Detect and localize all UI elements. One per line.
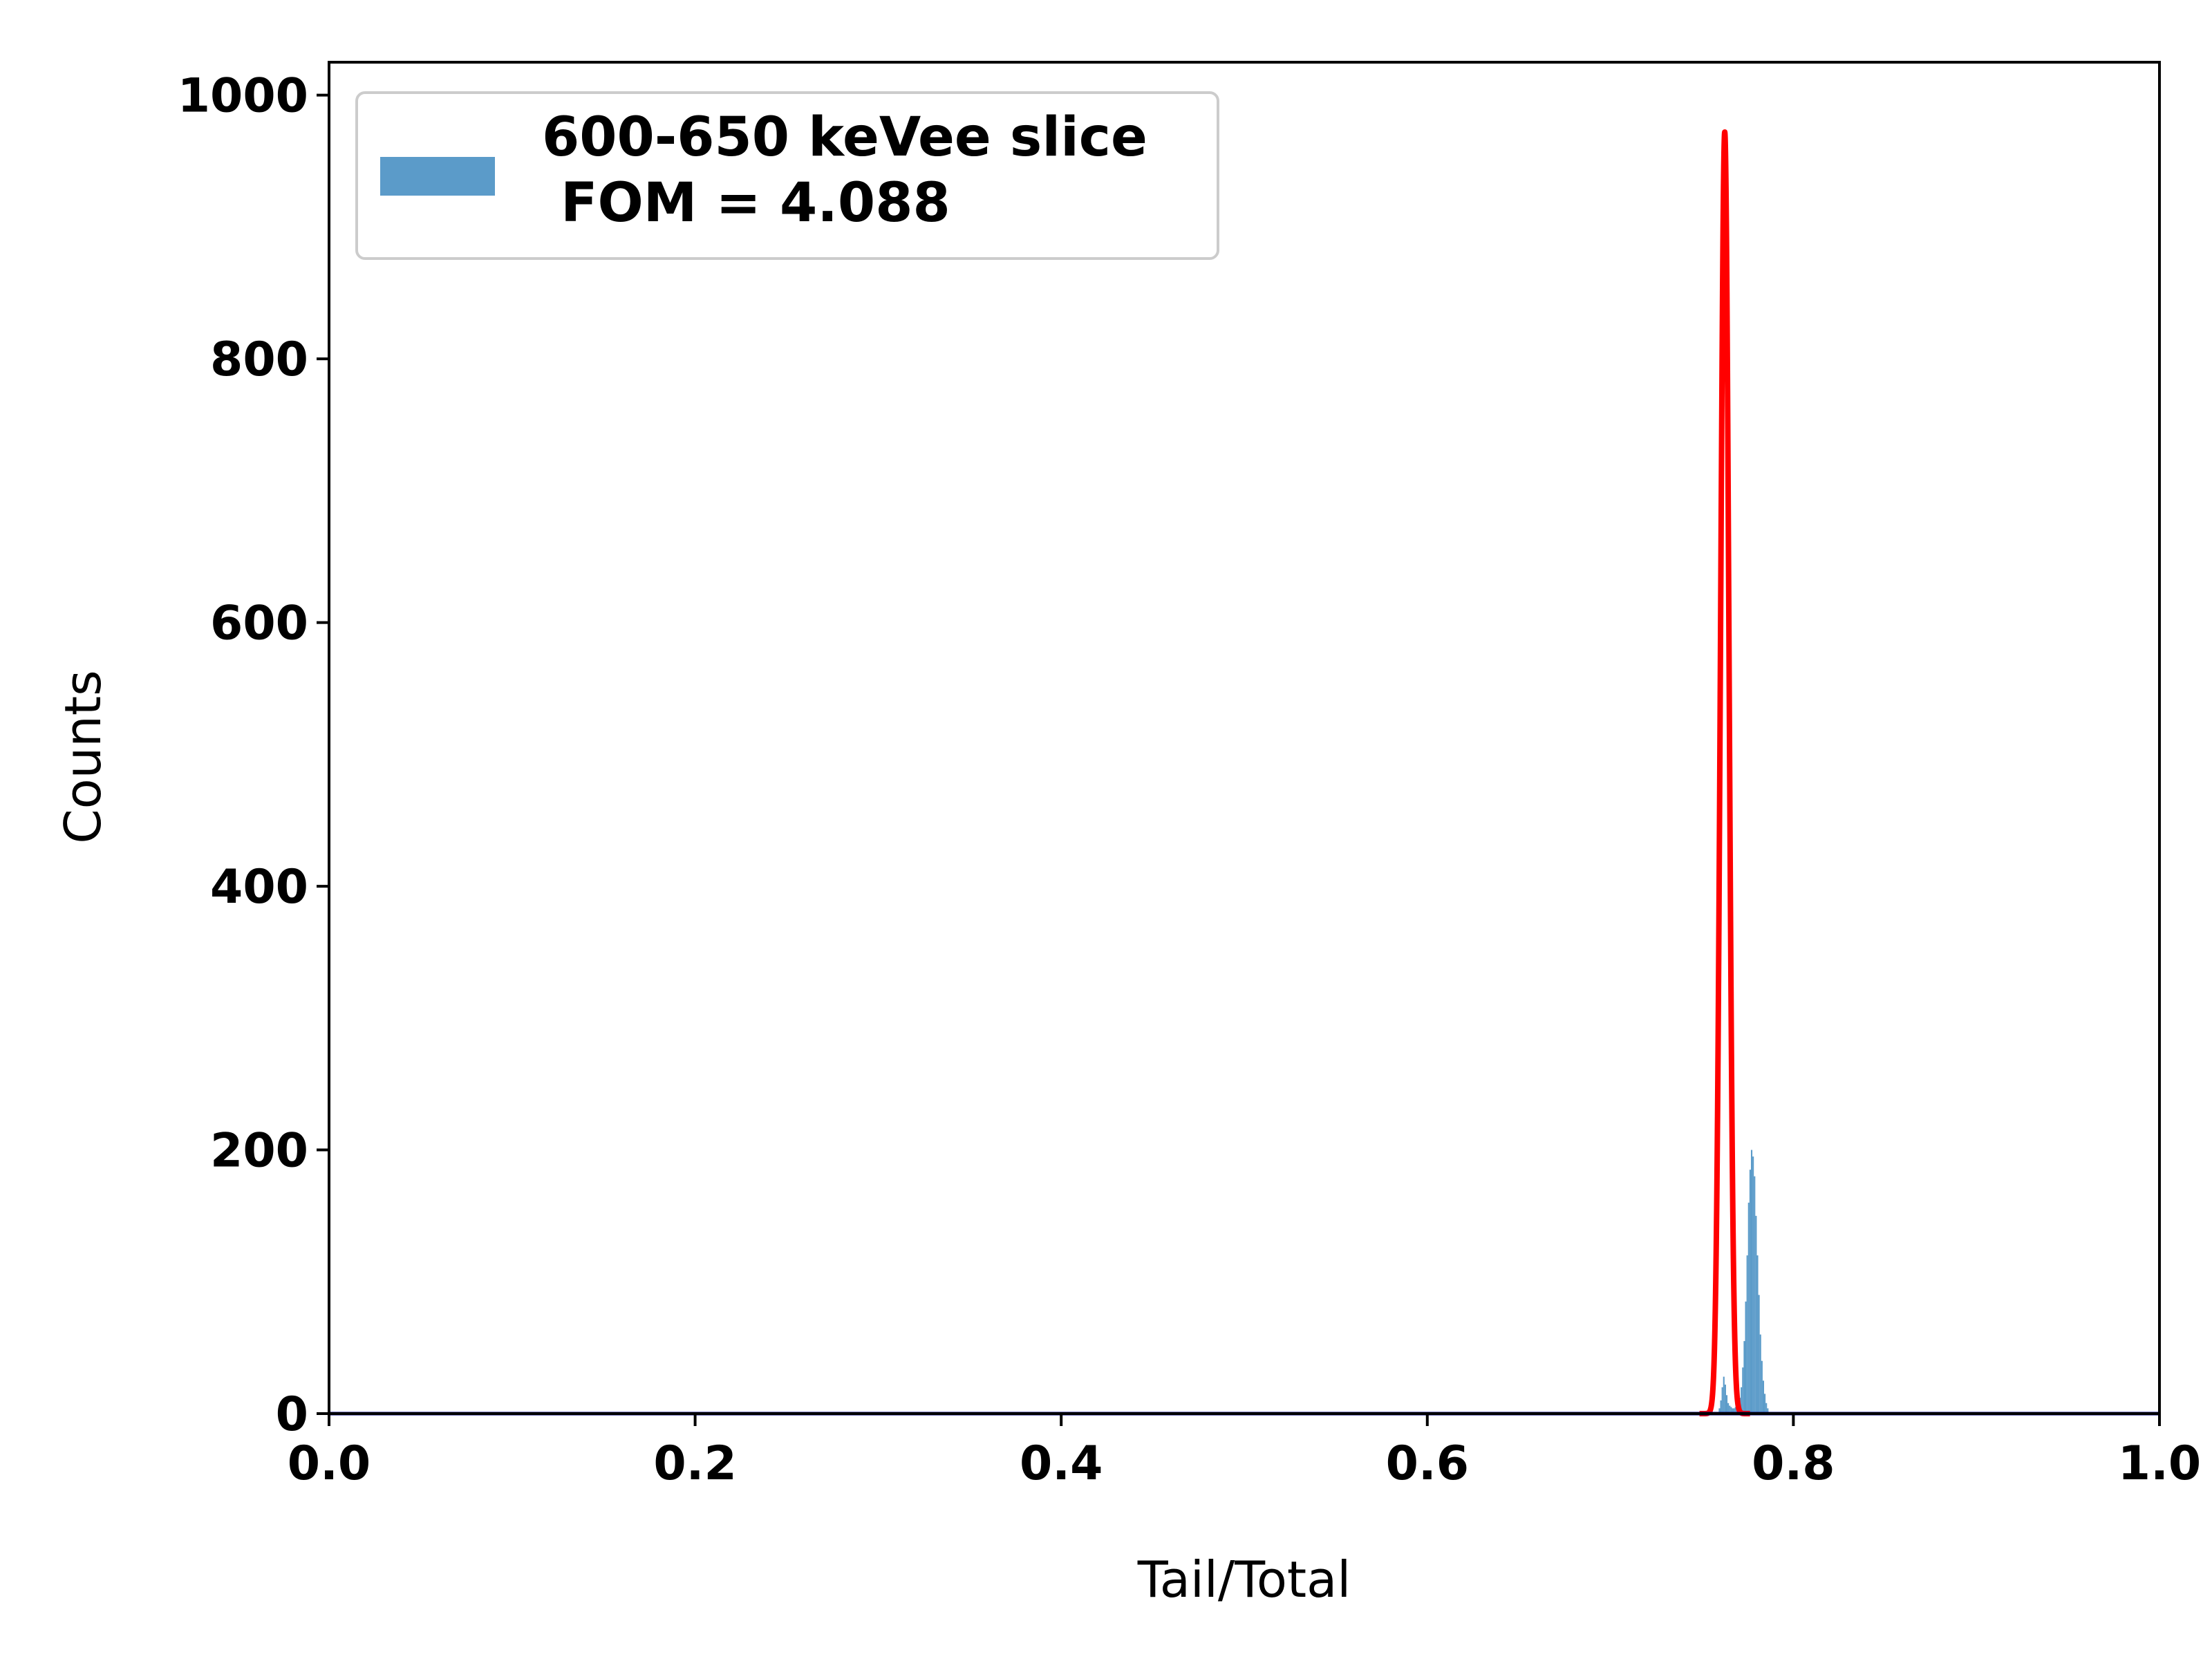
histogram-bar-33 — [1767, 1408, 1769, 1414]
y-tick-label: 0 — [276, 1387, 308, 1442]
histogram-bar-23 — [1752, 1156, 1754, 1414]
legend-label-line-1: 600-650 keVee slice — [542, 106, 1147, 169]
x-axis-ticks: 0.0 0.2 0.4 0.6 0.8 1.0 — [288, 1414, 2201, 1491]
histogram-bar-9 — [1732, 1408, 1734, 1414]
y-tick-label: 600 — [210, 597, 308, 651]
histogram-bar-7 — [1729, 1405, 1731, 1414]
histogram-bar-18 — [1745, 1301, 1747, 1414]
histogram-bar-16 — [1742, 1367, 1744, 1414]
histogram-bar-27 — [1758, 1295, 1760, 1414]
y-tick-label: 200 — [210, 1124, 308, 1179]
histogram-bar-19 — [1746, 1255, 1748, 1414]
histogram-bar-5 — [1725, 1395, 1728, 1414]
legend-swatch-histogram — [380, 157, 495, 196]
axes-background — [329, 62, 2159, 1414]
plot-area — [329, 62, 2159, 1416]
y-axis-label: Counts — [54, 670, 112, 843]
x-tick-label: 0.8 — [1752, 1436, 1835, 1491]
histogram-bar-29 — [1761, 1360, 1763, 1414]
axes-frame — [328, 61, 2161, 1415]
y-tick-label: 800 — [210, 332, 308, 387]
y-tick-label: 1000 — [178, 69, 308, 124]
histogram-bar-11 — [1734, 1407, 1736, 1414]
histogram-bars — [1718, 1150, 1769, 1414]
histogram-bar-31 — [1764, 1394, 1766, 1414]
histogram-bar-17 — [1743, 1341, 1745, 1414]
histogram-bar-10 — [1733, 1408, 1735, 1414]
x-tick-label: 0.6 — [1386, 1436, 1469, 1491]
y-axis-ticks: 0 200 400 600 800 1000 — [178, 69, 329, 1442]
histogram-bar-6 — [1727, 1403, 1730, 1414]
histogram-bar-28 — [1759, 1334, 1761, 1414]
histogram-bar-3 — [1723, 1376, 1725, 1414]
histogram-bar-2 — [1721, 1387, 1723, 1414]
histogram-bar-0 — [1718, 1408, 1721, 1414]
histogram-bar-24 — [1754, 1176, 1756, 1414]
histogram-bar-22 — [1750, 1150, 1753, 1414]
y-tick-label: 400 — [210, 860, 308, 915]
x-tick-label: 0.2 — [653, 1436, 736, 1491]
histogram-bar-15 — [1741, 1387, 1743, 1414]
x-axis-label: Tail/Total — [1137, 1550, 1351, 1609]
legend-box — [355, 91, 1219, 260]
histogram-bar-32 — [1765, 1403, 1768, 1414]
histogram-bar-1 — [1720, 1400, 1722, 1414]
histogram-bar-20 — [1747, 1202, 1750, 1414]
histogram-bar-25 — [1755, 1215, 1757, 1414]
x-tick-label: 0.4 — [1020, 1436, 1103, 1491]
histogram-bar-4 — [1724, 1385, 1726, 1414]
legend-label-line-2: FOM = 4.088 — [542, 172, 950, 234]
histogram-bar-30 — [1762, 1380, 1765, 1414]
histogram-bar-8 — [1730, 1407, 1732, 1414]
x-tick-label: 0.0 — [288, 1436, 371, 1491]
histogram-bar-21 — [1749, 1170, 1751, 1414]
histogram-bar-26 — [1756, 1255, 1759, 1414]
legend: 600-650 keVee slice FOM = 4.088 — [355, 91, 1219, 260]
x-tick-label: 1.0 — [2118, 1436, 2201, 1491]
